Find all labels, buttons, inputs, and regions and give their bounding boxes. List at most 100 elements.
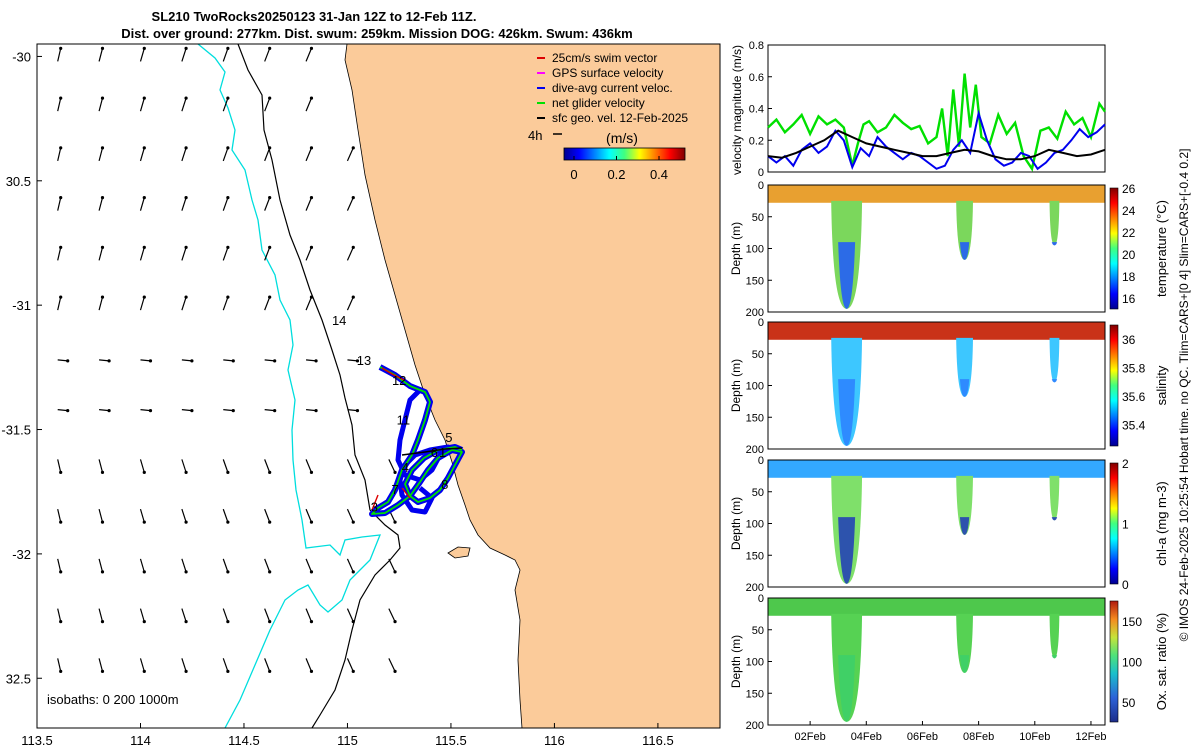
current-vector-head — [148, 409, 153, 413]
profile-colorbar — [1109, 324, 1119, 447]
colorbar-tick-label: 50 — [1122, 696, 1136, 710]
velocity-chart: 0 0.2 0.4 0.6 0.8 velocity magnitude (m/s) — [730, 40, 1106, 179]
current-vector-head — [59, 520, 63, 524]
current-vector — [181, 97, 187, 112]
profile-salinity: 0 50 100 150 200 Depth (m) 35.4 35.6 35.8 36 salin… — [729, 317, 1169, 456]
current-vector-head — [100, 46, 105, 51]
current-vector — [181, 197, 187, 211]
dive-core — [838, 242, 856, 309]
current-vector — [98, 508, 104, 523]
current-vector-head — [309, 245, 314, 249]
current-vector — [305, 608, 313, 622]
current-vector-head — [268, 146, 272, 150]
surface-layer — [768, 460, 1105, 478]
current-vector-head — [351, 570, 355, 574]
current-vector — [139, 97, 145, 112]
track-current — [395, 388, 451, 515]
current-vector-head — [226, 46, 230, 51]
dive-wedge — [1049, 613, 1060, 659]
map-axes: 113.5 114 114.5 115 115.5 116 116.5-3030.5-31-… — [1, 49, 673, 748]
current-vector — [98, 658, 104, 672]
depth-tick-label: 100 — [746, 519, 764, 531]
current-vector-head — [268, 570, 272, 574]
current-vector-head — [59, 196, 63, 200]
map-ytick-label: 30.5 — [6, 174, 31, 189]
current-vector — [264, 197, 271, 211]
speed-colorbar — [563, 147, 686, 161]
dive-core — [838, 655, 856, 722]
depth-tick-label: 200 — [746, 720, 764, 732]
current-vector — [98, 147, 104, 162]
profile-oxygen-saturation: 0 50 100 150 200 Depth (m) 50 100 150 Ox. sat. ra… — [729, 593, 1169, 743]
current-vector-head — [100, 295, 105, 299]
current-vector-head — [309, 669, 314, 673]
speed-colorbar-ticks: 0 0.2 0.4 — [570, 156, 668, 182]
day-label: 4 — [402, 460, 409, 475]
profile-panels: 0 0.2 0.4 0.6 0.8 velocity magnitude (m/s) 0 50… — [729, 40, 1169, 743]
depth-tick-label: 0 — [758, 317, 764, 329]
velocity-ytick-label: 0 — [758, 167, 764, 179]
colorbar-tick-label: 0 — [1122, 578, 1129, 592]
current-vector — [264, 296, 271, 311]
current-vector — [264, 508, 271, 523]
current-vector-head — [100, 520, 105, 524]
current-vector-head — [142, 146, 146, 150]
current-vector — [305, 658, 313, 672]
map-xtick-label: 115.5 — [435, 733, 467, 748]
depth-tick-label: 50 — [752, 625, 764, 637]
current-vector-head — [351, 620, 355, 624]
current-vector-head — [59, 245, 63, 249]
current-vector-head — [268, 96, 272, 100]
current-vector — [222, 97, 229, 112]
current-vector — [346, 459, 354, 473]
current-vector-head — [268, 669, 272, 673]
current-vector — [181, 459, 187, 473]
current-vector — [139, 658, 145, 672]
depth-label: Depth (m) — [729, 359, 743, 412]
current-vector — [57, 48, 62, 62]
current-vector — [222, 247, 229, 261]
current-vector-head — [268, 520, 272, 524]
glider-track — [369, 364, 465, 517]
current-vector — [222, 658, 229, 672]
current-vector-head — [351, 669, 355, 673]
current-vector-head — [268, 46, 272, 51]
current-vector — [264, 658, 271, 672]
map-xtick-label: 115 — [337, 733, 358, 748]
current-vector — [98, 247, 104, 261]
current-vector-head — [268, 245, 272, 249]
legend-label: dive-avg current veloc. — [552, 81, 673, 95]
colorbar-tick-label: 18 — [1122, 270, 1136, 284]
current-vector-head — [231, 409, 235, 413]
surface-layer — [768, 322, 1105, 340]
day-label: 11 — [397, 413, 411, 428]
day-label: 3 — [371, 500, 378, 515]
current-vector — [305, 459, 313, 473]
current-vector-head — [351, 245, 355, 249]
current-vector — [98, 296, 104, 311]
legend-label: GPS surface velocity — [552, 66, 663, 80]
current-vector-head — [231, 359, 235, 363]
map-xtick-label: 116.5 — [642, 733, 674, 748]
current-vector-head — [190, 359, 194, 363]
current-vector — [346, 147, 354, 162]
current-vector-head — [268, 295, 272, 299]
colorbar-tick-label: 35.4 — [1122, 419, 1146, 433]
current-vector — [98, 459, 104, 473]
depth-tick-label: 150 — [746, 412, 764, 424]
dive-core — [959, 242, 970, 260]
depth-tick-label: 150 — [746, 275, 764, 287]
current-vector-head — [309, 295, 314, 299]
map-xtick-label: 116 — [544, 733, 565, 748]
current-vector-head — [100, 470, 105, 474]
current-vector-head — [393, 669, 397, 673]
date-tick-label: 04Feb — [851, 731, 882, 743]
scale-label: 4h — [528, 128, 542, 143]
profile-background — [768, 322, 1105, 449]
dive-core — [959, 379, 970, 397]
current-vector — [264, 608, 271, 622]
side-note: © IMOS 24-Feb-2025 10:25:54 Hobart time.… — [1177, 149, 1191, 642]
map-xtick-label: 114.5 — [228, 733, 260, 748]
